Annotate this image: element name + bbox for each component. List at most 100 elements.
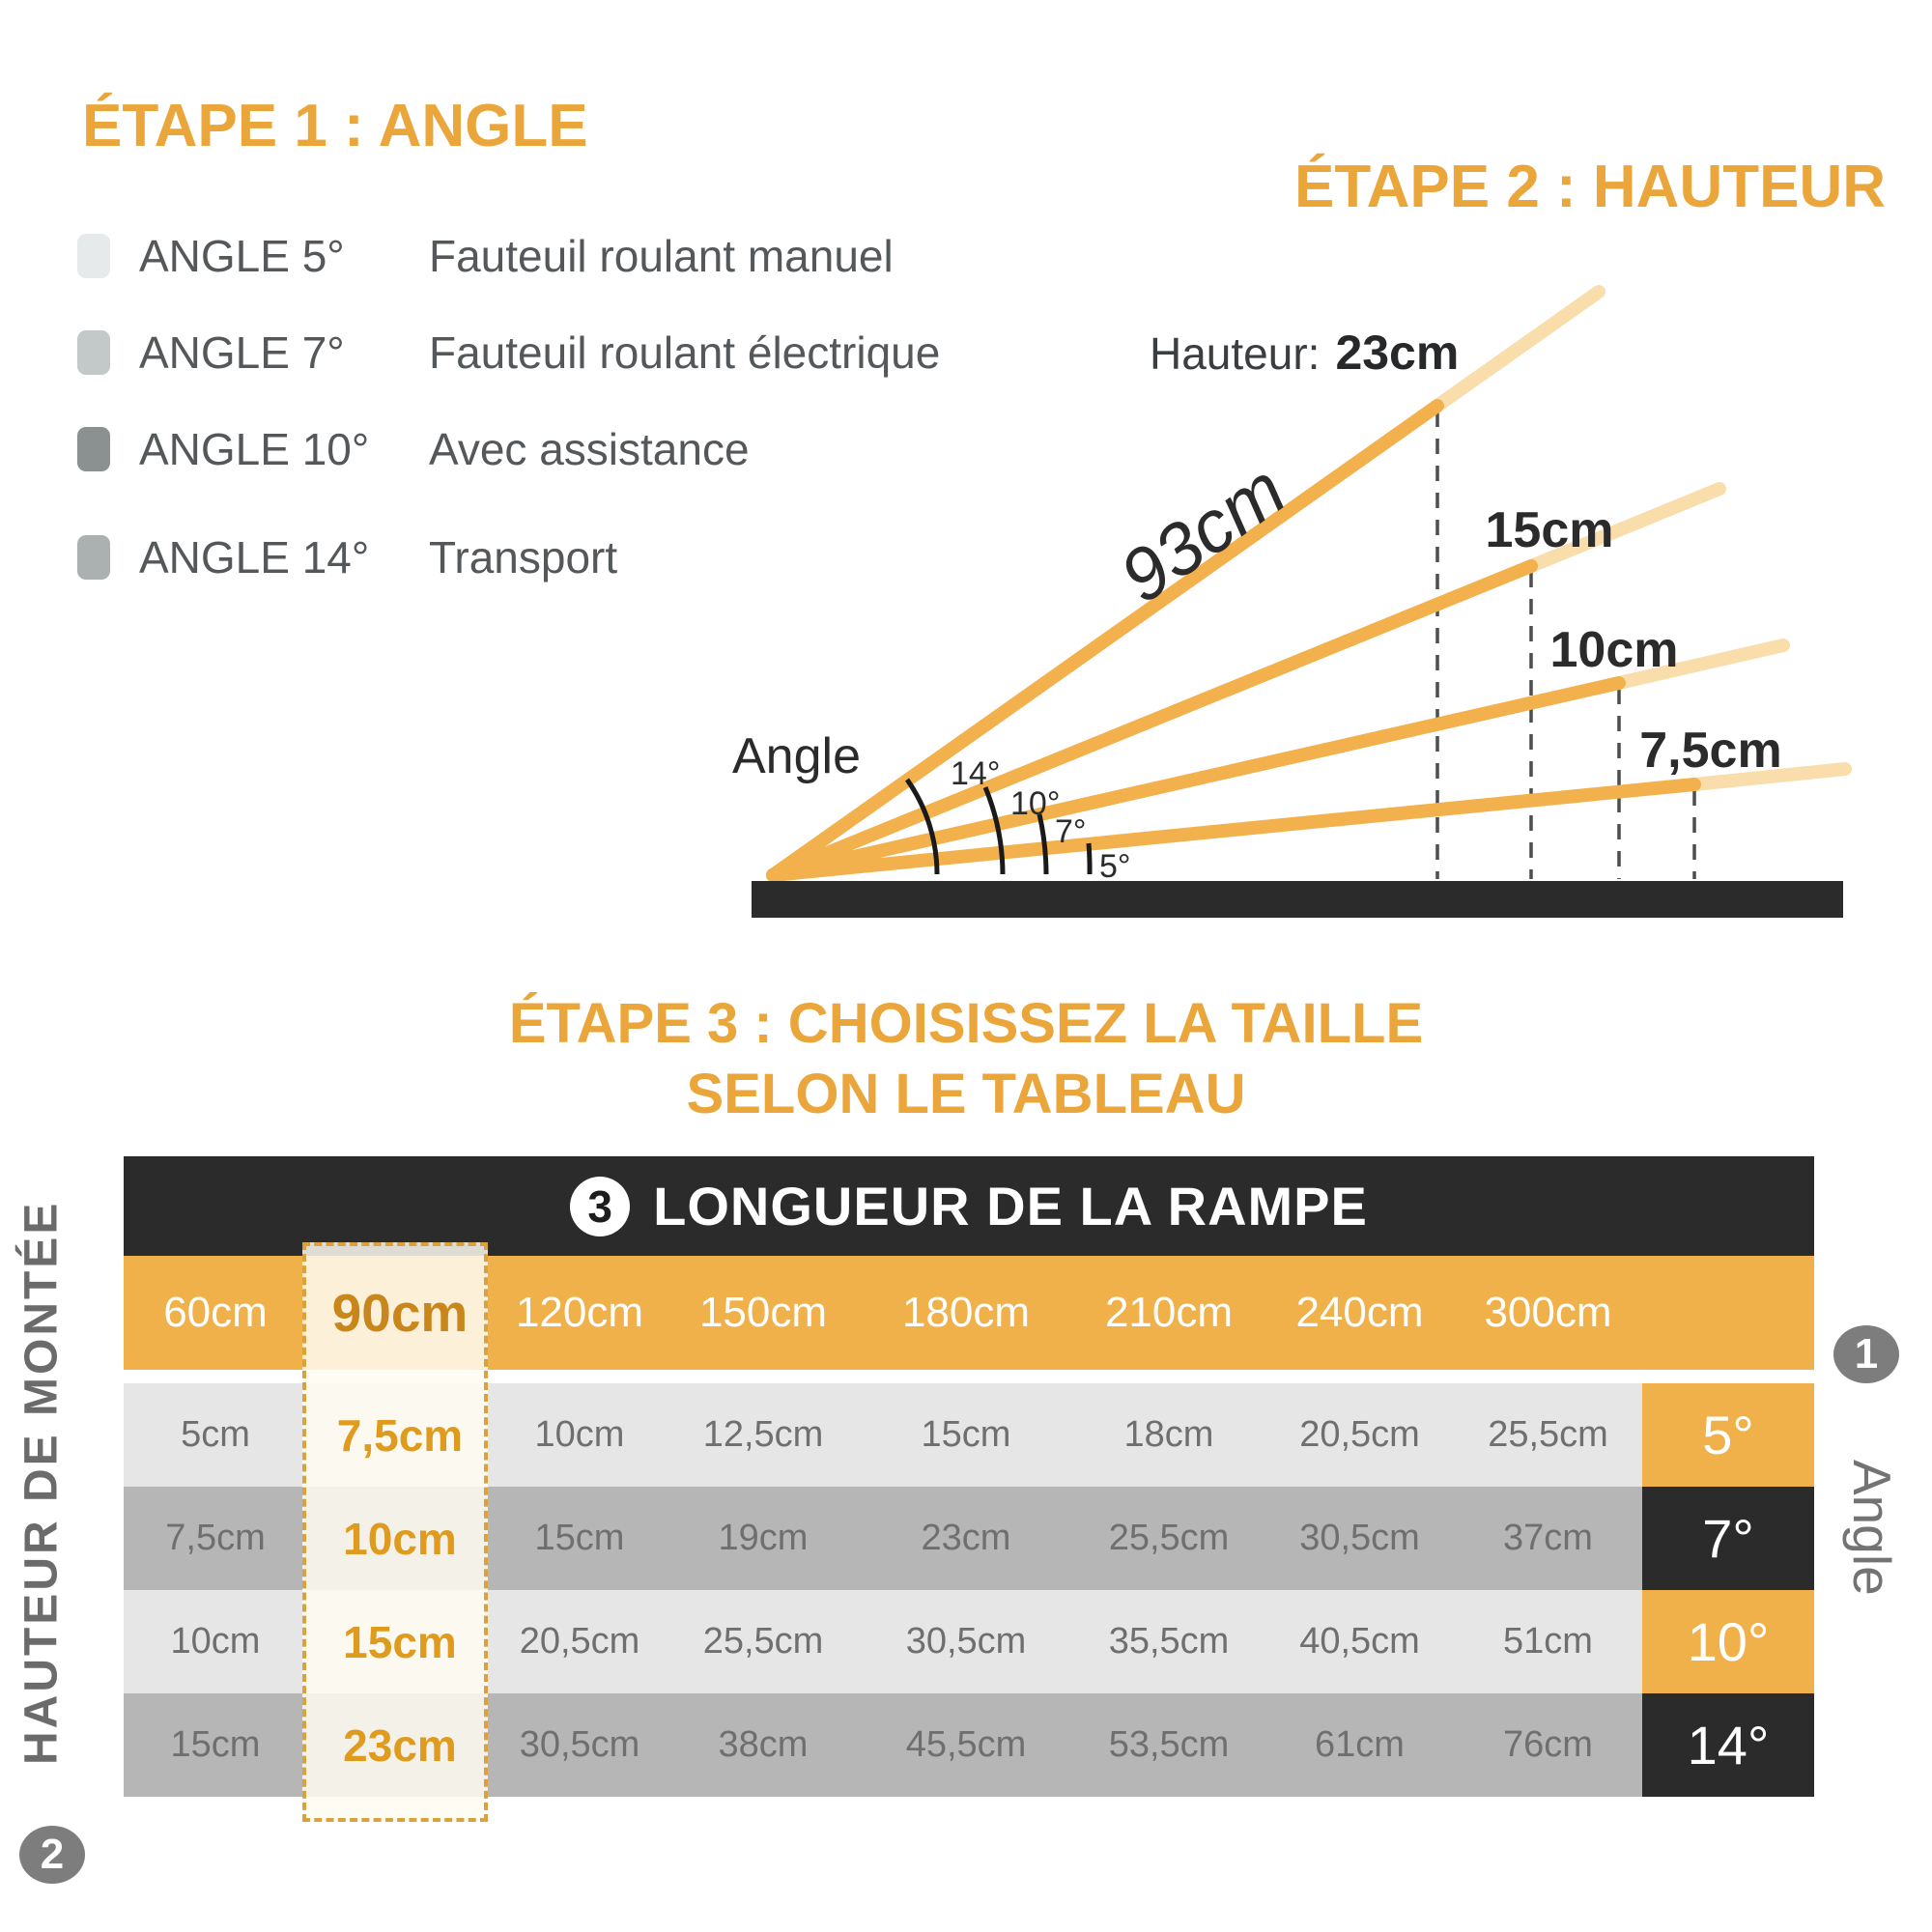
legend-angle-desc: Avec assistance [429, 424, 750, 474]
table-row-10deg: 10cm 15cm 20,5cm 25,5cm 30,5cm 35,5cm 40… [124, 1590, 1814, 1693]
table-cell: 5cm [181, 1414, 250, 1455]
table-cell-highlighted: 7,5cm [336, 1409, 464, 1461]
table-cell: 30,5cm [519, 1724, 640, 1765]
col-header-90cm: 90cm [331, 1283, 469, 1343]
table-row-14deg: 15cm 23cm 30,5cm 38cm 45,5cm 53,5cm 61cm… [124, 1693, 1814, 1797]
table-title-bar: 3 LONGUEUR DE LA RAMPE [124, 1156, 1814, 1256]
legend-angle-desc: Fauteuil roulant manuel [429, 231, 894, 281]
legend-swatch-10deg [77, 427, 110, 471]
step3-title-line1: ÉTAPE 3 : CHOISISSEZ LA TAILLE [508, 992, 1424, 1055]
arc-label-10deg: 10° [1010, 785, 1060, 822]
col-header-180cm: 180cm [901, 1289, 1031, 1336]
legend-swatch-7deg [77, 330, 110, 375]
col-header-angle-spacer [1642, 1256, 1814, 1370]
table-cell: 40,5cm [1299, 1621, 1420, 1662]
height-label-15cm: 15cm [1486, 502, 1614, 558]
legend-item-14deg: ANGLE 14° Transport [77, 524, 940, 591]
hauteur-annotation: Hauteur: 23cm [1150, 325, 1459, 381]
table-cell: 53,5cm [1108, 1724, 1230, 1765]
step2-title: ÉTAPE 2 : HAUTEUR [1293, 154, 1886, 220]
col-header-60cm: 60cm [163, 1289, 268, 1336]
table-title: LONGUEUR DE LA RAMPE [653, 1176, 1368, 1236]
table-cell: 25,5cm [1488, 1414, 1608, 1455]
table-cell: 51cm [1503, 1621, 1593, 1662]
table-row-5deg: 5cm 7,5cm 10cm 12,5cm 15cm 18cm 20,5cm 2… [124, 1383, 1814, 1487]
step3-title: ÉTAPE 3 : CHOISISSEZ LA TAILLE SELON LE … [145, 989, 1787, 1129]
ramp-size-table: 3 LONGUEUR DE LA RAMPE 60cm 90cm 120cm 1… [124, 1156, 1814, 1822]
table-cell: 23cm [921, 1518, 1011, 1558]
ramp-length-label: 93cm [1106, 448, 1300, 618]
table-cell: 10cm [170, 1621, 261, 1662]
table-cell: 38cm [718, 1724, 809, 1765]
legend-angle-desc: Transport [429, 532, 618, 582]
angle-cell-5deg: 5° [1642, 1383, 1814, 1487]
legend-angle-label: ANGLE 5° [139, 231, 345, 281]
table-cell: 20,5cm [1299, 1414, 1420, 1455]
angle-cell-7deg: 7° [1642, 1487, 1814, 1590]
legend-item-10deg: ANGLE 10° Avec assistance [77, 415, 940, 483]
hauteur-label: Hauteur: [1150, 328, 1321, 379]
height-label-7-5cm: 7,5cm [1639, 723, 1781, 779]
legend-angle-desc: Fauteuil roulant électrique [429, 327, 941, 378]
table-cell: 45,5cm [905, 1724, 1027, 1765]
col-header-240cm: 240cm [1295, 1289, 1424, 1336]
table-cell: 7,5cm [165, 1518, 266, 1558]
col-header-150cm: 150cm [698, 1289, 828, 1336]
col-header-210cm: 210cm [1104, 1289, 1234, 1336]
angle-cell-14deg: 14° [1642, 1693, 1814, 1797]
ramp-line-5deg [766, 778, 1701, 882]
step3-badge: 3 [570, 1176, 631, 1236]
diagram-angle-label: Angle [732, 728, 861, 784]
legend-angle-label: ANGLE 10° [139, 424, 370, 474]
legend-swatch-14deg [77, 535, 110, 580]
legend-swatch-5deg [77, 234, 110, 278]
ground-bar [752, 881, 1843, 918]
arc-label-5deg: 5° [1099, 848, 1131, 885]
table-cell: 12,5cm [702, 1414, 824, 1455]
legend-angle-label: ANGLE 14° [139, 532, 370, 582]
col-header-120cm: 120cm [515, 1289, 644, 1336]
table-cell: 20,5cm [519, 1621, 640, 1662]
table-cell: 76cm [1503, 1724, 1593, 1765]
table-cell: 19cm [718, 1518, 809, 1558]
height-label-10cm: 10cm [1550, 622, 1679, 678]
ramp-lines [766, 399, 1701, 882]
angle-legend: ANGLE 5° Fauteuil roulant manuel ANGLE 7… [77, 222, 940, 620]
table-cell: 25,5cm [1108, 1518, 1230, 1558]
table-header-row: 60cm 90cm 120cm 150cm 180cm 210cm 240cm … [124, 1256, 1814, 1370]
angle-arcs [904, 778, 1093, 875]
height-guide-lines [1435, 412, 1696, 879]
ramp-line-14deg [766, 399, 1444, 882]
legend-item-5deg: ANGLE 5° Fauteuil roulant manuel [77, 222, 940, 290]
step3-title-line2: SELON LE TABLEAU [686, 1062, 1246, 1125]
ramp-line-7deg [766, 676, 1626, 882]
table-cell: 61cm [1315, 1724, 1405, 1765]
table-cell: 15cm [170, 1724, 261, 1765]
table-cell: 15cm [921, 1414, 1011, 1455]
table-cell-highlighted: 10cm [343, 1513, 457, 1564]
table-cell-highlighted: 15cm [343, 1616, 457, 1667]
left-axis-label: HAUTEUR DE MONTÉE [15, 1200, 68, 1766]
arc-label-7deg: 7° [1055, 813, 1087, 850]
right-axis-label: Angle [1842, 1459, 1902, 1596]
table-cell: 30,5cm [905, 1621, 1027, 1662]
table-cell: 15cm [534, 1518, 625, 1558]
table-cell: 18cm [1123, 1414, 1214, 1455]
step2-circle-badge: 2 [19, 1826, 85, 1884]
table-cell: 25,5cm [702, 1621, 824, 1662]
table-cell: 30,5cm [1299, 1518, 1420, 1558]
table-row-7deg: 7,5cm 10cm 15cm 19cm 23cm 25,5cm 30,5cm … [124, 1487, 1814, 1590]
ramp-line-extensions [1431, 285, 1852, 791]
legend-angle-label: ANGLE 7° [139, 327, 345, 378]
hauteur-value: 23cm [1335, 326, 1460, 380]
ramp-line-10deg [766, 559, 1538, 882]
table-cell: 10cm [534, 1414, 625, 1455]
step1-circle-badge: 1 [1833, 1325, 1899, 1383]
arc-label-14deg: 14° [951, 755, 1000, 792]
legend-item-7deg: ANGLE 7° Fauteuil roulant électrique [77, 319, 940, 386]
step1-title: ÉTAPE 1 : ANGLE [82, 93, 588, 159]
table-cell-highlighted: 23cm [343, 1719, 457, 1771]
selected-column-highlight [302, 1242, 488, 1822]
